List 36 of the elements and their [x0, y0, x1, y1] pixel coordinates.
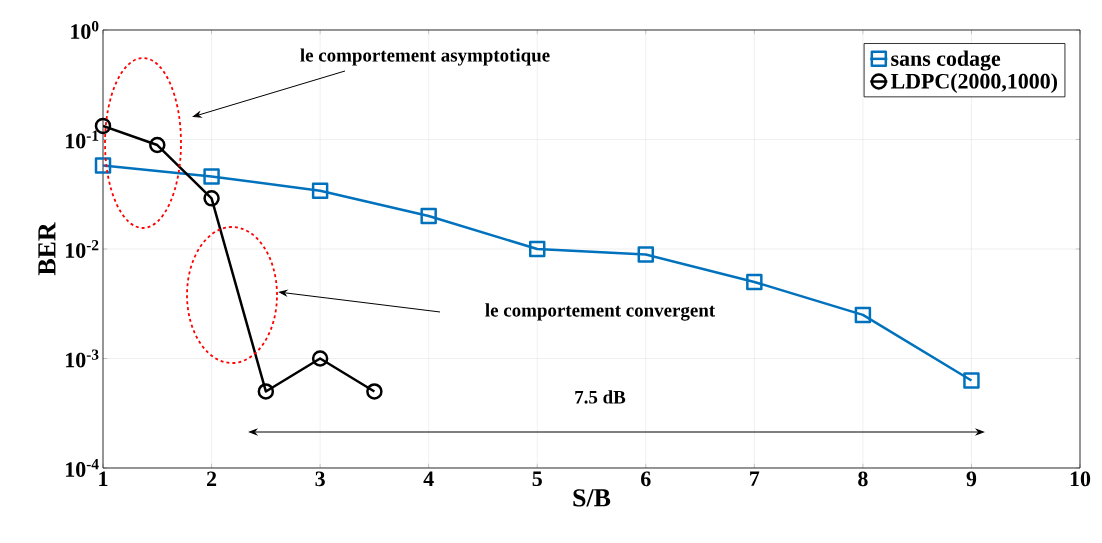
point	[366, 383, 383, 400]
x-axis-title: S/B	[573, 489, 611, 507]
y-axis-title: BER	[38, 222, 56, 276]
point	[963, 372, 980, 389]
point	[420, 207, 437, 225]
point	[203, 168, 220, 185]
point	[257, 383, 275, 400]
x-tick-label: 5	[532, 471, 542, 487]
x-tick-label: 9	[966, 471, 977, 487]
point	[311, 182, 329, 200]
legend-label: LDPC(2000,1000)	[890, 73, 1058, 94]
point	[854, 306, 872, 324]
point	[746, 273, 763, 291]
y-tick-label: 10$^{-2}$	[66, 240, 99, 258]
x-tick-label: 8	[858, 471, 868, 487]
point	[311, 350, 329, 367]
x-tick-label: 3	[315, 471, 325, 487]
x-tick-label: 1	[99, 471, 108, 486]
annotation: 7.5 dB	[575, 390, 626, 404]
y-tick-label: 10$^{-4}$	[66, 459, 99, 477]
x-tick-label: 6	[641, 471, 651, 487]
point	[637, 246, 655, 263]
legend-label: sans codage	[891, 50, 1001, 71]
y-tick-label: 10$^{-1}$	[66, 130, 99, 149]
point	[149, 136, 166, 154]
x-tick-label: 10	[1070, 471, 1091, 487]
point	[203, 190, 220, 207]
annotation: le comportement asymptotique	[300, 48, 550, 66]
x-tick-label: 2	[207, 471, 217, 487]
x-tick-label: 7	[750, 471, 760, 486]
y-tick-label: 10$^{0}$	[71, 21, 99, 39]
point	[94, 157, 112, 174]
point	[528, 240, 546, 258]
x-tick-label: 4	[423, 471, 434, 486]
annotation: le comportement convergent	[485, 303, 716, 321]
y-tick-label: 10$^{-3}$	[66, 349, 99, 368]
